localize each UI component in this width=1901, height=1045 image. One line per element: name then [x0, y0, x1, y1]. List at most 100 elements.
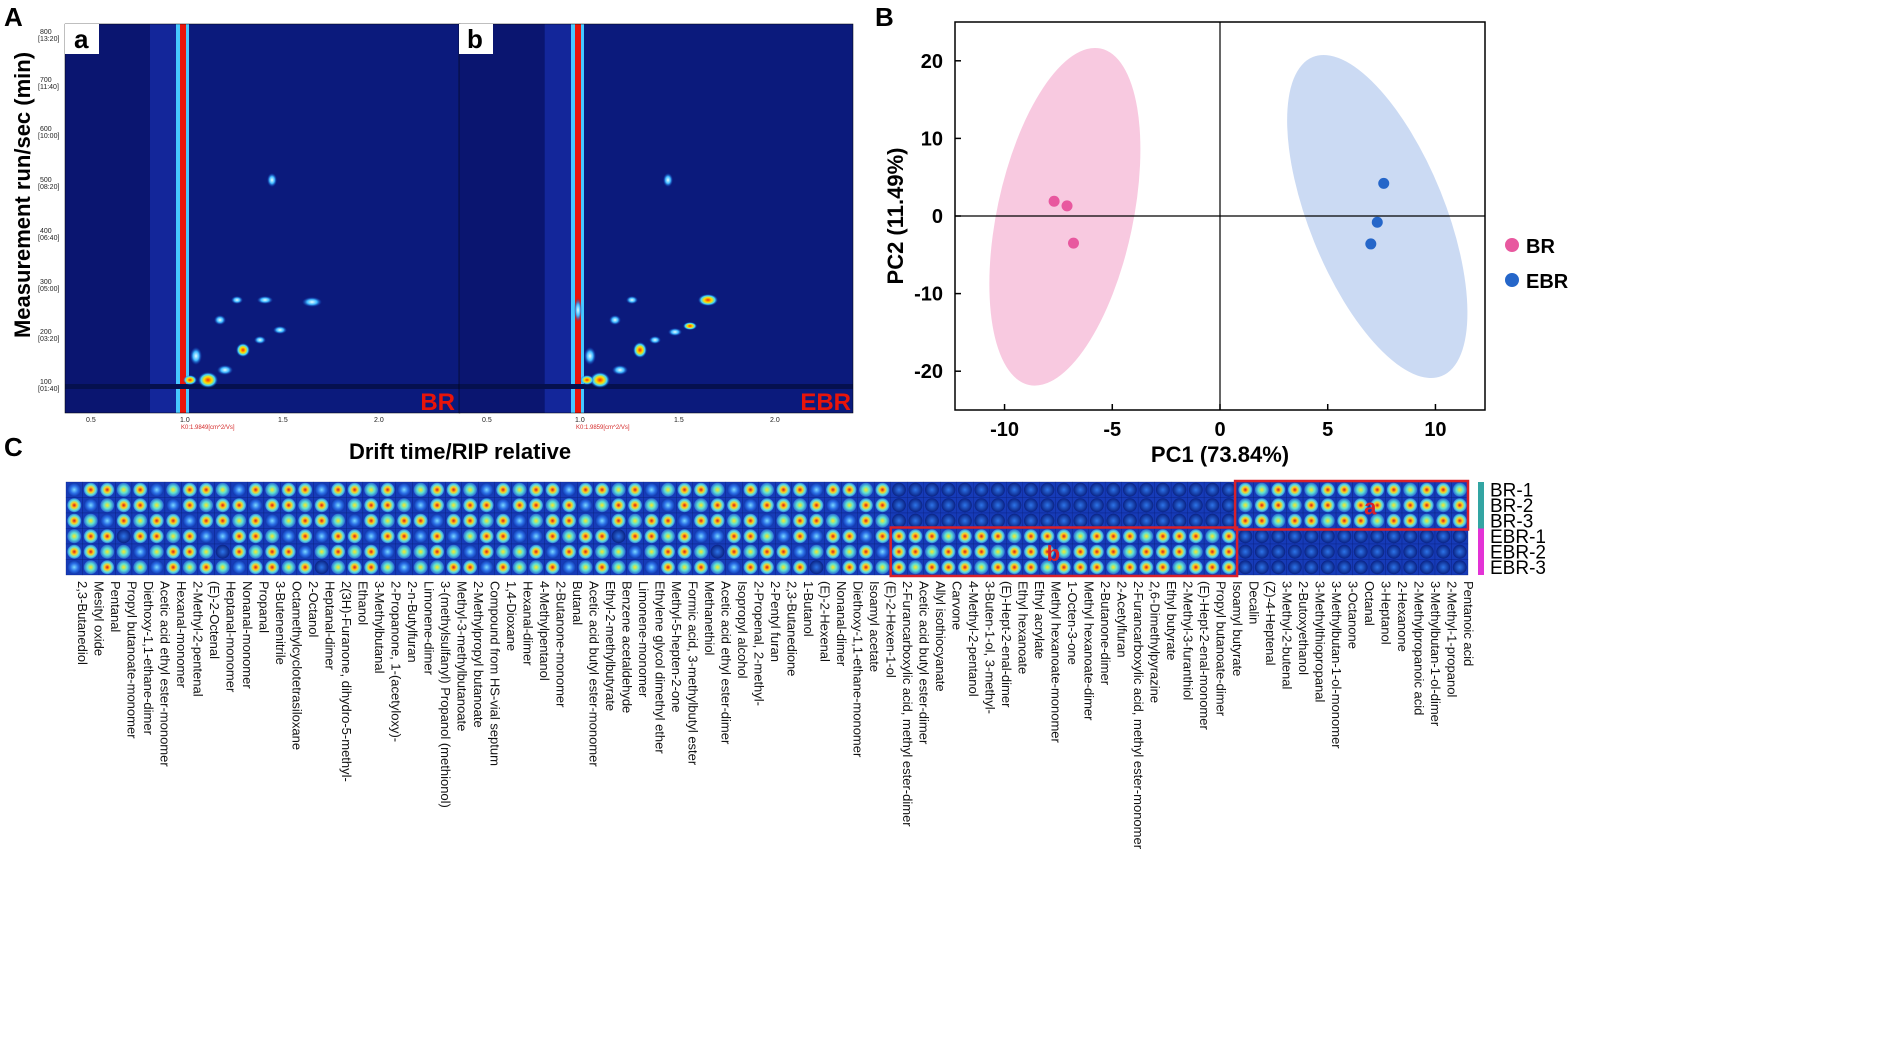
- heatmap-spot: [545, 560, 560, 575]
- compound-label: 2-Furancarboxylic acid, methyl ester-dim…: [900, 581, 915, 827]
- heatmap-spot: [562, 513, 576, 528]
- compound-label: 2-Acetylfuran: [1114, 581, 1129, 658]
- gcims-xticks: 0.5 1.0 1.5 2.0 0.5 1.0 1.5 2.0 K0:1.984…: [86, 417, 780, 431]
- xtick-label: -5: [1103, 419, 1121, 441]
- heatmap-spot: [562, 498, 576, 513]
- heatmap-spot: [1188, 544, 1203, 559]
- ytick-800: 800: [40, 29, 52, 36]
- heatmap-spot: [446, 513, 461, 528]
- heatmap-spot: [397, 544, 412, 559]
- pca-xlabel: PC1 (73.84%): [1151, 442, 1289, 467]
- heatmap-spot: [1254, 498, 1269, 513]
- compound-label: Carvone: [949, 581, 964, 630]
- pca-ylabel: PC2 (11.49%): [883, 148, 908, 285]
- ytick-100-time: [01:40]: [38, 386, 59, 393]
- ytick-500: 500: [40, 177, 52, 184]
- heatmap-spot: [1452, 482, 1467, 497]
- heatmap-spot: [644, 560, 659, 575]
- heatmap-spot: [925, 513, 939, 528]
- heatmap-spot: [1271, 560, 1286, 575]
- heatmap-spot: [842, 482, 857, 497]
- heatmap-spot: [1370, 544, 1385, 559]
- heatmap-spot: [1172, 498, 1187, 513]
- compound-label: Ethanol: [356, 581, 371, 625]
- heatmap-spot: [1073, 513, 1088, 528]
- heatmap-spot: [694, 529, 708, 544]
- heatmap-spot: [710, 560, 725, 575]
- heatmap-spot: [1040, 513, 1055, 528]
- heatmap-spot: [1320, 513, 1335, 528]
- compound-label: (E)-2-Octenal: [207, 581, 222, 659]
- ytick-200: 200: [40, 329, 52, 336]
- heatmap-spot: [1073, 560, 1088, 575]
- plot-ebr-dark-band-left: [459, 24, 544, 413]
- heatmap-spot: [1337, 544, 1352, 559]
- heatmap-spot: [149, 529, 164, 544]
- heatmap-spot: [166, 513, 181, 528]
- plot-br-spots: [183, 173, 322, 388]
- heatmap-spot: [1122, 560, 1137, 575]
- heatmap-spot: [1436, 498, 1451, 513]
- heatmap-spot: [990, 482, 1005, 497]
- heatmap-spot: [1122, 529, 1137, 544]
- heatmap-spot: [248, 544, 263, 559]
- heatmap-spot: [562, 560, 576, 575]
- row-color-bar: [1478, 497, 1484, 513]
- ytick-200-time: [03:20]: [38, 336, 59, 343]
- heatmap-spot: [1353, 482, 1368, 497]
- heatmap-spot: [1419, 560, 1434, 575]
- heatmap-spot: [364, 529, 379, 544]
- heatmap-spot: [1172, 529, 1187, 544]
- heatmap-spot: [1238, 498, 1253, 513]
- heatmap-spot: [1205, 529, 1220, 544]
- compound-label: Benzene acetaldehyde: [620, 581, 635, 713]
- heatmap-spot: [958, 529, 972, 544]
- heatmap-spot: [380, 513, 395, 528]
- heatmap-spot: [908, 529, 923, 544]
- heatmap-spot: [347, 529, 362, 544]
- heatmap-spot: [892, 544, 906, 559]
- heatmap-spot: [265, 529, 280, 544]
- compound-label: 2-Methyl-1-propanol: [1444, 581, 1459, 697]
- compound-label: Ethyl acrylate: [1032, 581, 1047, 659]
- heatmap-spot: [677, 529, 692, 544]
- heatmap-spot: [1155, 498, 1170, 513]
- compound-label: 2,3-Butanedione: [784, 581, 799, 676]
- compound-label: Butanal: [570, 581, 585, 625]
- compound-label: Formic acid, 3-methylbutyl ester: [686, 581, 701, 766]
- heatmap-spot: [941, 498, 956, 513]
- heatmap-spot: [677, 560, 692, 575]
- heatmap-spot: [463, 560, 478, 575]
- heatmap-spot: [1287, 529, 1302, 544]
- heatmap-spot: [364, 498, 379, 513]
- heatmap-spot: [1436, 529, 1451, 544]
- heatmap-spot: [628, 544, 642, 559]
- heatmap-spot: [809, 482, 824, 497]
- compound-label: 2-Methyl-2-pentenal: [191, 581, 206, 697]
- heatmap-spot: [248, 498, 263, 513]
- plot-ebr-horizontal-band: [459, 384, 853, 389]
- heatmap-spot: [1386, 529, 1401, 544]
- xtick-label: 0: [1214, 419, 1225, 441]
- heatmap-spot: [215, 560, 230, 575]
- heatmap-spot: [776, 482, 791, 497]
- legend-marker-br: [1505, 238, 1519, 252]
- heatmap-spot: [182, 529, 197, 544]
- heatmap-spot: [1155, 560, 1170, 575]
- heatmap-spot: [611, 482, 626, 497]
- heatmap-spot: [1238, 513, 1253, 528]
- heatmap-spot: [199, 529, 214, 544]
- heatmap-spot: [1370, 560, 1385, 575]
- compound-label: Compound from HS-vial septum: [488, 581, 503, 766]
- heatmap-spot: [1188, 529, 1203, 544]
- compound-label: Propanal: [257, 581, 272, 633]
- heatmap-spot: [859, 529, 873, 544]
- compound-label: Propyl butanoate-monomer: [125, 581, 140, 739]
- heatmap-spot: [578, 482, 593, 497]
- xtick-br-1.5: 1.5: [278, 417, 288, 424]
- legend-marker-ebr: [1505, 273, 1519, 287]
- heatmap-spot: [430, 482, 445, 497]
- heatmap-spot: [628, 498, 642, 513]
- ytick-label: -20: [914, 361, 943, 383]
- point-ebr: [1365, 238, 1377, 250]
